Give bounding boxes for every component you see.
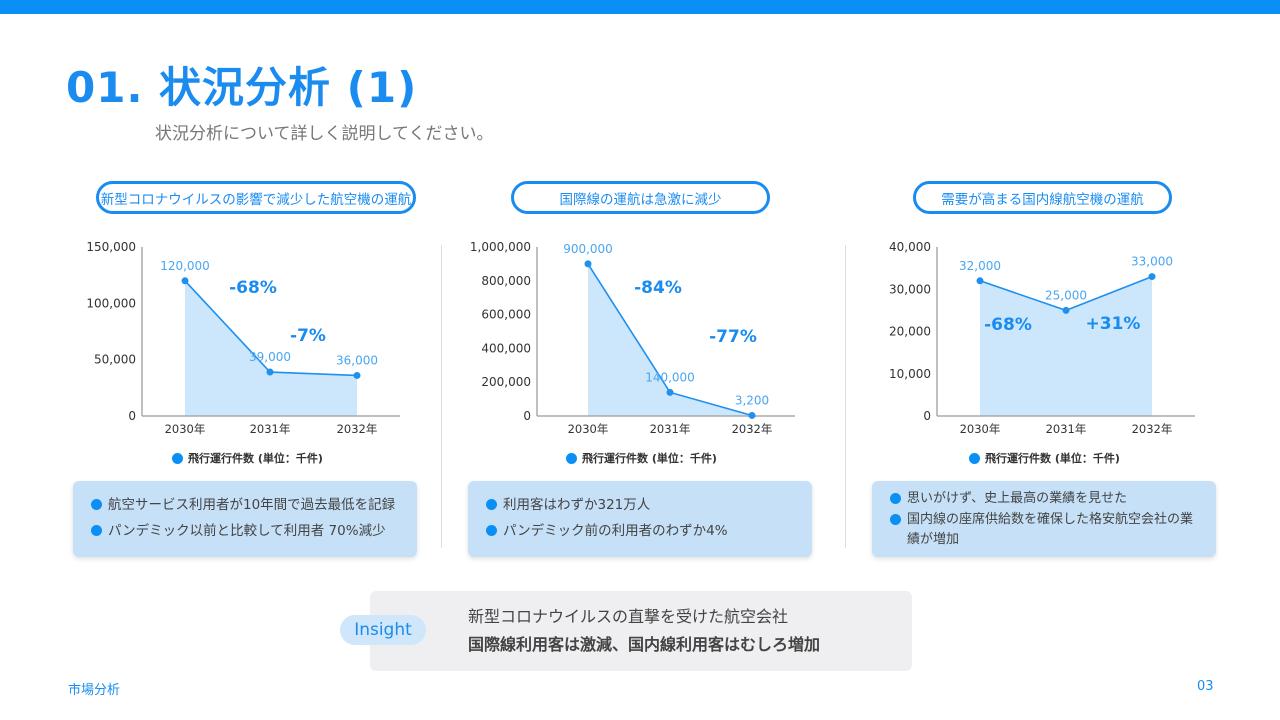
area-fill <box>980 276 1152 416</box>
insight-box: 新型コロナウイルスの直撃を受けた航空会社 国際線利用客は激減、国内線利用客はむし… <box>370 591 912 671</box>
legend-label: 飛行運行件数 (単位：千件) <box>985 452 1120 465</box>
chart-title-2: 国際線の運航は急激に減少 <box>511 181 770 214</box>
data-label: 25,000 <box>1045 288 1087 302</box>
y-tick-label: 0 <box>523 409 531 423</box>
y-tick-label: 800,000 <box>481 274 531 288</box>
bullet-text: パンデミック前の利用者のわずか4% <box>503 523 728 539</box>
data-label: 140,000 <box>645 370 695 384</box>
legend-label: 飛行運行件数 (単位：千件) <box>582 452 717 465</box>
data-point <box>266 368 274 376</box>
x-tick-label: 2032年 <box>732 422 773 436</box>
bullet-icon <box>486 525 497 536</box>
change-annotation: -77% <box>709 327 757 347</box>
bullet-text: 思いがけず、史上最高の業績を見せた <box>907 491 1128 506</box>
bullet-box-1: 航空サービス利用者が10年間で過去最低を記録 パンデミック以前と比較して利用者 … <box>73 481 417 557</box>
change-annotation: -68% <box>229 278 277 298</box>
legend-3: 飛行運行件数 (単位：千件) <box>969 450 1120 466</box>
page-number: 03 <box>1197 679 1214 694</box>
x-tick-label: 2031年 <box>250 422 291 436</box>
legend-2: 飛行運行件数 (単位：千件) <box>566 450 717 466</box>
data-label: 3,200 <box>735 393 769 407</box>
data-label: 33,000 <box>1131 255 1173 269</box>
change-annotation: +31% <box>1086 314 1141 334</box>
y-tick-label: 20,000 <box>889 325 931 339</box>
divider <box>845 245 846 548</box>
y-tick-label: 100,000 <box>86 296 136 310</box>
bullet-icon <box>91 499 102 510</box>
bullet-text: 利用客はわずか321万人 <box>503 497 651 513</box>
data-point <box>584 260 592 268</box>
y-tick-label: 40,000 <box>889 240 931 254</box>
area-fill <box>588 263 752 416</box>
bullet-icon <box>890 493 901 504</box>
data-point <box>181 277 189 285</box>
change-annotation: -68% <box>984 315 1032 335</box>
data-label: 900,000 <box>563 242 613 256</box>
y-tick-label: 1,000,000 <box>470 240 531 254</box>
x-tick-label: 2032年 <box>337 422 378 436</box>
chart-title-3: 需要が高まる国内線航空機の運航 <box>913 181 1172 214</box>
x-tick-label: 2030年 <box>960 422 1001 436</box>
y-tick-label: 30,000 <box>889 282 931 296</box>
legend-marker <box>969 452 980 464</box>
data-point <box>353 371 361 379</box>
x-tick-label: 2032年 <box>1132 422 1173 436</box>
y-tick-label: 10,000 <box>889 367 931 381</box>
change-annotation: -84% <box>634 278 682 298</box>
insight-line-2: 国際線利用客は激減、国内線利用客はむしろ増加 <box>468 635 821 654</box>
chart-title-1: 新型コロナウイルスの影響で減少した航空機の運航 <box>96 181 416 214</box>
insight-line-1: 新型コロナウイルスの直撃を受けた航空会社 <box>468 607 789 626</box>
y-tick-label: 0 <box>128 409 136 423</box>
data-point <box>1062 306 1070 314</box>
bullet-icon <box>486 499 497 510</box>
bullet-text: 国内線の座席供給数を確保した格安航空会社の業績が増加 <box>907 512 1194 547</box>
page-subtitle: 状況分析について詳しく説明してください。 <box>155 124 494 144</box>
data-point <box>666 388 674 396</box>
footer-section: 市場分析 <box>68 683 121 698</box>
y-tick-label: 200,000 <box>481 375 531 389</box>
y-tick-label: 50,000 <box>94 353 136 367</box>
page-title: 01. 状況分析 (1) <box>66 63 418 112</box>
bullet-text: パンデミック以前と比較して利用者 70%減少 <box>108 523 386 539</box>
y-tick-label: 0 <box>923 409 931 423</box>
data-label: 39,000 <box>249 350 291 364</box>
y-tick-label: 400,000 <box>481 341 531 355</box>
bullet-text: 航空サービス利用者が10年間で過去最低を記録 <box>108 497 396 513</box>
legend-marker <box>566 452 577 464</box>
bullet-box-3: 思いがけず、史上最高の業績を見せた 国内線の座席供給数を確保した格安航空会社の業… <box>872 481 1216 557</box>
divider <box>441 245 442 548</box>
bullet-item: 利用客はわずか321万人 <box>486 495 812 515</box>
bullet-box-2: 利用客はわずか321万人 パンデミック前の利用者のわずか4% <box>468 481 812 557</box>
data-point <box>1148 273 1156 281</box>
y-tick-label: 150,000 <box>86 240 136 254</box>
change-annotation: -7% <box>290 326 326 346</box>
data-label: 36,000 <box>336 353 378 367</box>
data-label: 32,000 <box>959 259 1001 273</box>
bullet-item: パンデミック以前と比較して利用者 70%減少 <box>91 521 417 541</box>
data-point <box>748 411 756 419</box>
x-tick-label: 2031年 <box>1046 422 1087 436</box>
bullet-item: パンデミック前の利用者のわずか4% <box>486 521 812 541</box>
bullet-icon <box>890 514 901 525</box>
data-label: 120,000 <box>160 259 210 273</box>
insight-label: Insight <box>340 615 426 645</box>
data-point <box>976 277 984 285</box>
bullet-icon <box>91 525 102 536</box>
top-accent-bar <box>0 0 1280 14</box>
bullet-item: 国内線の座席供給数を確保した格安航空会社の業績が増加 <box>890 510 1196 550</box>
bullet-item: 思いがけず、史上最高の業績を見せた <box>890 489 1196 509</box>
x-tick-label: 2030年 <box>568 422 609 436</box>
x-tick-label: 2031年 <box>650 422 691 436</box>
legend-1: 飛行運行件数 (単位：千件) <box>172 450 323 466</box>
bullet-item: 航空サービス利用者が10年間で過去最低を記録 <box>91 495 417 515</box>
y-tick-label: 600,000 <box>481 308 531 322</box>
legend-label: 飛行運行件数 (単位：千件) <box>188 452 323 465</box>
legend-marker <box>172 452 183 464</box>
x-tick-label: 2030年 <box>165 422 206 436</box>
area-fill <box>185 280 357 416</box>
